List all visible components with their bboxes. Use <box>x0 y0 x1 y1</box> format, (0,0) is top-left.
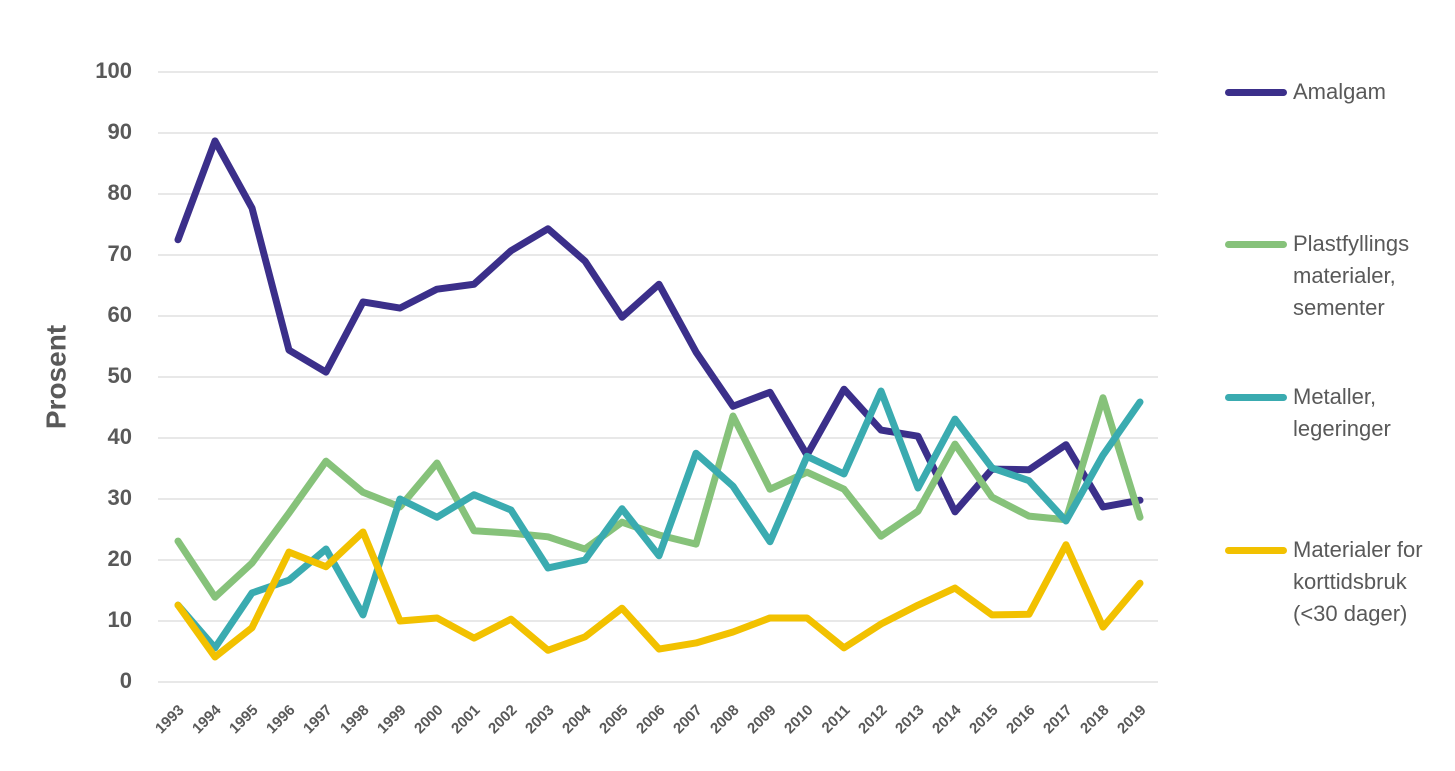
legend-entry: Metaller, legeringer <box>1225 381 1455 445</box>
legend-swatch <box>1225 241 1287 248</box>
legend-entry: Amalgam <box>1225 76 1455 108</box>
y-tick-label: 0 <box>120 668 132 693</box>
x-tick-label: 2013 <box>892 702 928 738</box>
x-tick-label: 2016 <box>1003 702 1039 738</box>
x-tick-label: 1997 <box>300 702 336 738</box>
data-line <box>174 528 1144 661</box>
x-tick-label: 2004 <box>559 701 595 737</box>
x-tick-label: 1995 <box>226 702 262 738</box>
legend-entry: Materialer for korttidsbruk (<30 dager) <box>1225 534 1455 630</box>
x-tick-label: 2011 <box>819 702 854 737</box>
legend-label: Metaller, legeringer <box>1293 384 1391 441</box>
x-tick-label: 2005 <box>596 702 632 738</box>
x-tick-label: 1993 <box>152 702 188 738</box>
y-axis-title: Prosent <box>40 325 71 429</box>
y-tick-label: 90 <box>108 119 132 144</box>
x-tick-label: 2018 <box>1077 702 1113 738</box>
y-tick-label: 50 <box>108 363 132 388</box>
x-tick-label: 1998 <box>337 702 373 738</box>
data-line <box>174 394 1144 601</box>
y-tick-label: 40 <box>108 424 132 449</box>
legend-label: Amalgam <box>1293 79 1386 104</box>
x-tick-label: 2007 <box>670 702 706 738</box>
x-tick-label: 1996 <box>263 702 299 738</box>
x-tick-label: 1999 <box>374 702 410 738</box>
x-tick-label: 2001 <box>448 702 484 738</box>
x-tick-label: 2002 <box>485 702 521 738</box>
y-tick-label: 10 <box>108 607 132 632</box>
x-tick-label: 2003 <box>522 702 558 738</box>
x-tick-label: 2014 <box>929 701 965 737</box>
legend-swatch <box>1225 547 1287 554</box>
x-tick-label: 2000 <box>411 702 447 738</box>
x-tick-label: 2010 <box>781 702 817 738</box>
y-tick-label: 70 <box>108 241 132 266</box>
legend-swatch <box>1225 89 1287 96</box>
legend-label: Materialer for korttidsbruk (<30 dager) <box>1293 537 1423 626</box>
y-tick-label: 80 <box>108 180 132 205</box>
x-tick-label: 1994 <box>189 701 225 737</box>
x-tick-label: 2017 <box>1040 702 1076 738</box>
y-tick-label: 100 <box>95 58 132 83</box>
x-tick-label: 2019 <box>1114 702 1150 738</box>
x-tick-label: 2008 <box>707 702 743 738</box>
data-line <box>174 137 1144 516</box>
y-tick-label: 30 <box>108 485 132 510</box>
data-line <box>174 387 1144 652</box>
x-tick-label: 2006 <box>633 702 669 738</box>
legend-swatch <box>1225 394 1287 401</box>
y-tick-label: 60 <box>108 302 132 327</box>
x-tick-label: 2015 <box>966 702 1002 738</box>
legend-entry: Plastfyllings materialer, sementer <box>1225 228 1455 324</box>
x-tick-label: 2012 <box>855 702 891 738</box>
legend-label: Plastfyllings materialer, sementer <box>1293 231 1410 320</box>
y-tick-label: 20 <box>108 546 132 571</box>
x-tick-label: 2009 <box>744 702 780 738</box>
